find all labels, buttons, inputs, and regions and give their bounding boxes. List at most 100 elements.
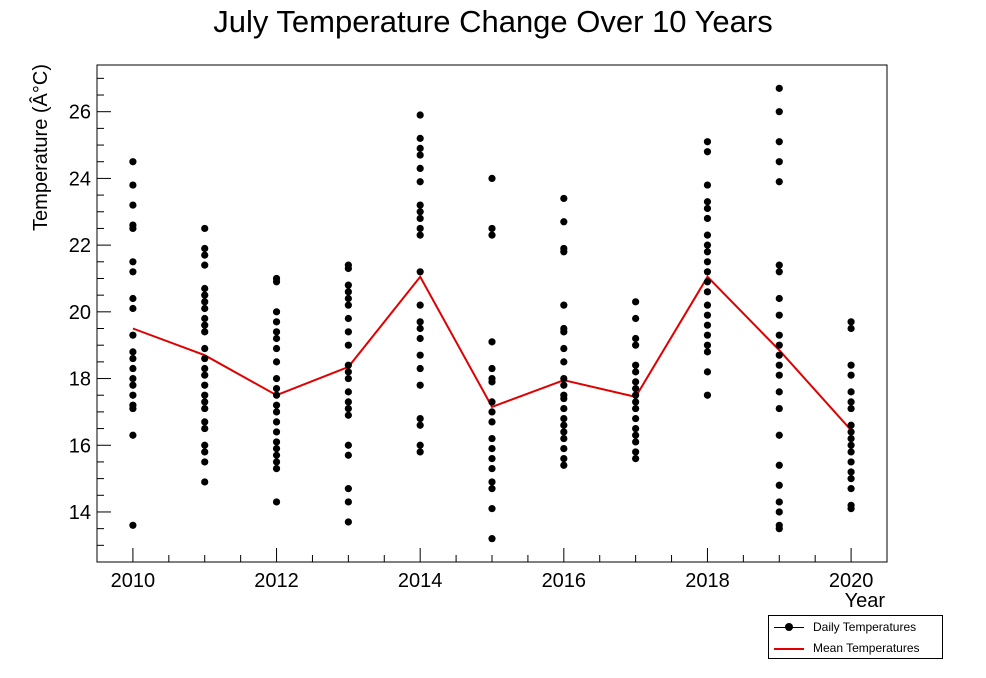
daily-temperature-point xyxy=(201,364,209,373)
daily-temperature-point xyxy=(488,478,496,486)
daily-temperature-point xyxy=(632,361,640,369)
daily-temperature-point xyxy=(560,394,568,403)
daily-temperature-point xyxy=(775,371,783,379)
daily-temperature-point xyxy=(703,341,712,349)
daily-temperature-point xyxy=(847,361,855,369)
daily-temperature-point xyxy=(201,224,209,233)
daily-temperature-point xyxy=(847,398,855,406)
daily-temperature-point xyxy=(632,448,640,456)
daily-temperature-point xyxy=(201,424,209,433)
daily-temperature-point xyxy=(201,448,209,456)
daily-temperature-point xyxy=(775,158,783,166)
daily-temperature-point xyxy=(416,318,424,326)
x-tick-label: 2014 xyxy=(398,570,443,592)
daily-temperature-point xyxy=(129,431,137,439)
daily-temperature-point xyxy=(201,458,209,466)
daily-temperature-point xyxy=(632,438,640,446)
daily-temperature-point xyxy=(560,374,568,383)
daily-temperature-point xyxy=(847,485,855,493)
y-tick-label: 18 xyxy=(69,369,91,391)
daily-temperature-point xyxy=(416,178,424,186)
daily-temperature-point xyxy=(488,378,496,386)
daily-temperature-point xyxy=(272,401,281,409)
daily-temperature-point xyxy=(488,434,496,443)
daily-temperature-point xyxy=(632,298,640,306)
daily-temperature-point xyxy=(201,404,209,413)
daily-temperature-point xyxy=(488,535,496,543)
daily-temperature-point xyxy=(488,398,496,406)
y-tick-label: 24 xyxy=(69,168,91,190)
daily-temperature-point xyxy=(129,364,137,373)
daily-temperature-point xyxy=(775,108,783,116)
y-tick-label: 16 xyxy=(69,435,91,457)
daily-temperature-point xyxy=(488,485,496,493)
daily-temperature-point xyxy=(775,84,783,92)
daily-temperature-point xyxy=(416,334,424,343)
daily-temperature-point xyxy=(703,214,712,223)
daily-temperature-point xyxy=(560,454,568,463)
legend-label-mean: Mean Temperatures xyxy=(813,641,920,655)
daily-temperature-point xyxy=(344,374,352,383)
x-tick-label: 2018 xyxy=(685,570,730,592)
x-tick-label: 2016 xyxy=(542,570,587,592)
daily-temperature-point xyxy=(201,344,209,353)
daily-temperature-point xyxy=(201,298,209,306)
daily-temperature-point xyxy=(129,181,137,189)
daily-temperature-point xyxy=(775,268,783,276)
chart-title: July Temperature Change Over 10 Years xyxy=(213,4,772,39)
daily-temperature-point xyxy=(703,198,712,206)
daily-temperature-point xyxy=(201,391,209,399)
daily-temperature-point xyxy=(703,138,712,146)
daily-temperature-point xyxy=(775,294,783,303)
daily-temperature-point xyxy=(632,404,640,413)
daily-temperature-point xyxy=(129,224,137,233)
daily-temperature-point xyxy=(344,301,352,309)
daily-temperature-point xyxy=(703,268,712,276)
daily-temperature-point xyxy=(344,404,352,413)
daily-temperature-point xyxy=(344,341,352,349)
daily-temperature-point xyxy=(416,144,424,152)
daily-temperature-point xyxy=(775,311,783,319)
daily-temperature-point xyxy=(129,268,137,276)
daily-temperature-point xyxy=(416,268,424,276)
daily-temperature-point xyxy=(344,264,352,273)
x-tick-label: 2010 xyxy=(111,570,156,592)
legend-label-daily: Daily Temperatures xyxy=(813,620,917,634)
daily-temperature-point xyxy=(416,324,424,333)
legend-item-daily: Daily Temperatures xyxy=(769,617,942,637)
daily-temperatures-series xyxy=(129,84,855,543)
daily-temperature-point xyxy=(703,181,712,189)
daily-temperature-point xyxy=(129,304,137,313)
daily-temperature-point xyxy=(632,424,640,433)
daily-temperature-point xyxy=(488,338,496,346)
daily-temperature-point xyxy=(560,344,568,353)
daily-temperature-point xyxy=(272,278,281,286)
daily-temperature-point xyxy=(129,521,137,529)
daily-temperature-point xyxy=(847,324,855,333)
daily-temperature-point xyxy=(560,301,568,309)
daily-temperature-point xyxy=(703,311,712,319)
daily-temperature-point xyxy=(775,481,783,489)
daily-temperature-point xyxy=(344,398,352,406)
daily-temperature-point xyxy=(416,448,424,456)
daily-temperature-point xyxy=(201,371,209,379)
y-tick-label: 22 xyxy=(69,235,91,257)
daily-temperature-point xyxy=(632,368,640,376)
daily-temperature-point xyxy=(272,458,281,466)
daily-temperature-point xyxy=(201,478,209,486)
daily-temperature-point xyxy=(847,404,855,413)
daily-temperature-point xyxy=(272,438,281,446)
daily-temperature-point xyxy=(201,321,209,329)
daily-temperature-point xyxy=(775,388,783,396)
daily-temperature-point xyxy=(201,291,209,299)
daily-temperature-point xyxy=(272,374,281,383)
daily-temperature-point xyxy=(775,431,783,439)
daily-temperature-point xyxy=(201,244,209,253)
daily-temperature-point xyxy=(703,204,712,213)
daily-temperature-point xyxy=(272,391,281,399)
daily-temperature-point xyxy=(632,334,640,343)
daily-temperature-point xyxy=(703,348,712,356)
daily-temperature-point xyxy=(129,404,137,413)
daily-temperature-point xyxy=(632,384,640,393)
daily-temperature-point xyxy=(201,314,209,323)
